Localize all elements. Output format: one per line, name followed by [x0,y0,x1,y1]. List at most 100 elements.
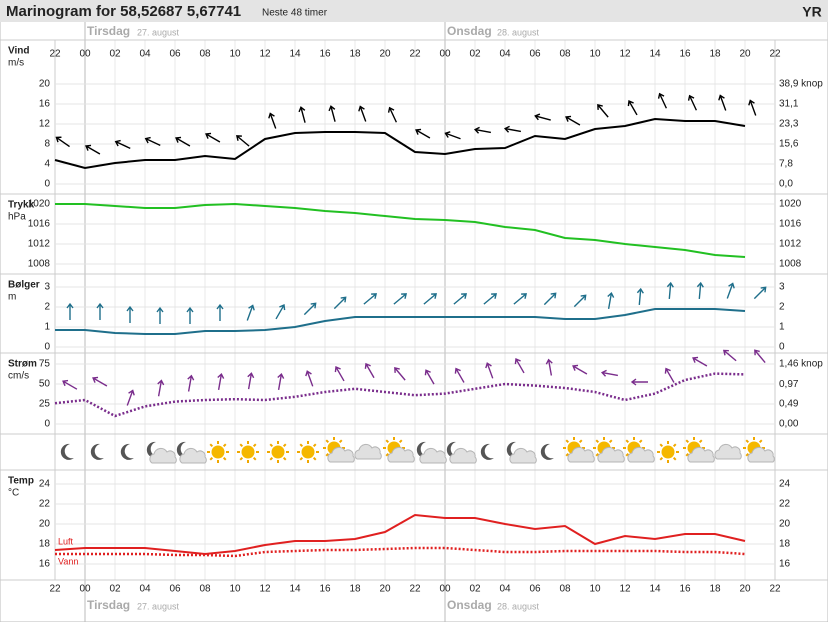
y2-unit: knop [801,79,823,90]
direction-arrow [423,293,438,305]
time-label: 14 [649,584,661,595]
panel-label: Trykk [8,200,35,211]
direction-arrow [96,302,104,320]
y-tick-label: 75 [39,359,51,370]
sun-ray [269,456,274,461]
arrow-shape [126,305,134,323]
moon [176,441,190,458]
direction-arrow [126,389,135,406]
y2-tick-label: 0,0 [779,179,793,190]
arrow-shape [503,125,522,133]
time-label: 08 [559,584,571,595]
direction-arrow [358,105,367,122]
direction-arrow [66,302,74,320]
direction-arrow [545,358,553,376]
time-label: 02 [109,49,121,60]
arrow-shape [754,349,766,363]
arrow-shape [247,372,255,390]
arrow-shape [692,356,708,367]
direction-arrow [92,376,108,387]
sun-ray [312,456,317,461]
weather-symbol [743,437,775,463]
panel-label: Vind [8,46,29,57]
sun-ray [672,456,677,461]
moon [60,443,74,460]
time-label: 22 [49,584,61,595]
time-label: 02 [469,49,481,60]
arrow-shape [630,378,648,386]
arrow-shape [358,105,367,122]
arrow-shape [92,376,108,387]
time-label: 20 [379,584,391,595]
arrow-shape [277,372,285,391]
sun-ray [638,439,643,444]
sun-ray [745,439,750,444]
y-tick-label: 12 [39,119,51,130]
direction-arrow [363,293,378,305]
sun-ray [565,439,570,444]
sun-ray [758,439,763,444]
direction-arrow [216,303,224,321]
series-line [54,372,746,418]
direction-arrow [387,106,398,123]
day-date: 28. august [497,601,540,611]
y-tick-label-right: 1008 [779,259,802,270]
arrow-shape [246,304,255,321]
arrow-shape [96,302,104,320]
arrow-shape [328,105,336,122]
arrow-shape [217,372,225,391]
panel-unit: m/s [8,58,24,69]
y-tick-label: 25 [39,399,51,410]
time-label: 20 [379,49,391,60]
sun-ray [685,439,690,444]
direction-arrow [275,304,286,320]
arrow-shape [235,135,250,147]
arrow-shape [364,362,375,379]
arrow-shape [722,349,737,362]
time-label: 12 [259,49,271,60]
time-label: 16 [319,49,331,60]
sun-ray [595,439,600,444]
arrow-shape [424,369,435,385]
moon [120,443,134,460]
y-tick-label: 22 [39,499,51,510]
day-name: Tirsdag [87,24,130,38]
arrow-shape [627,100,638,116]
direction-arrow [657,92,668,109]
direction-arrow [364,362,375,379]
cloud [327,446,355,463]
arrow-shape [186,306,194,324]
arrow-shape [664,367,675,383]
direction-arrow [722,349,737,362]
sun-ray [745,452,750,457]
arrow-shape [303,302,317,316]
moon [146,441,160,458]
direction-arrow [664,367,675,383]
direction-arrow [415,128,431,139]
direction-arrow [600,369,619,377]
sun-ray [252,456,257,461]
sun-ray [282,443,287,448]
arrow-shape [696,281,704,300]
weather-symbol [207,441,229,463]
weather-symbol [446,441,477,464]
time-label: 06 [529,49,541,60]
direction-arrow [393,293,408,305]
direction-arrow [696,281,704,300]
weather-symbol [480,443,494,460]
series-label: Luft [58,536,74,546]
sun [661,445,675,459]
day-date: 28. august [497,27,540,37]
sun-ray [625,439,630,444]
time-label: 08 [559,49,571,60]
y-tick-label: 1 [44,322,50,333]
arrow-shape [275,304,286,320]
arrow-shape [85,144,101,155]
sun-ray [385,439,390,444]
y-tick-label: 8 [44,139,50,150]
arrow-shape [718,94,727,111]
arrow-shape [600,369,619,377]
direction-arrow [247,372,255,390]
time-label: 16 [319,584,331,595]
